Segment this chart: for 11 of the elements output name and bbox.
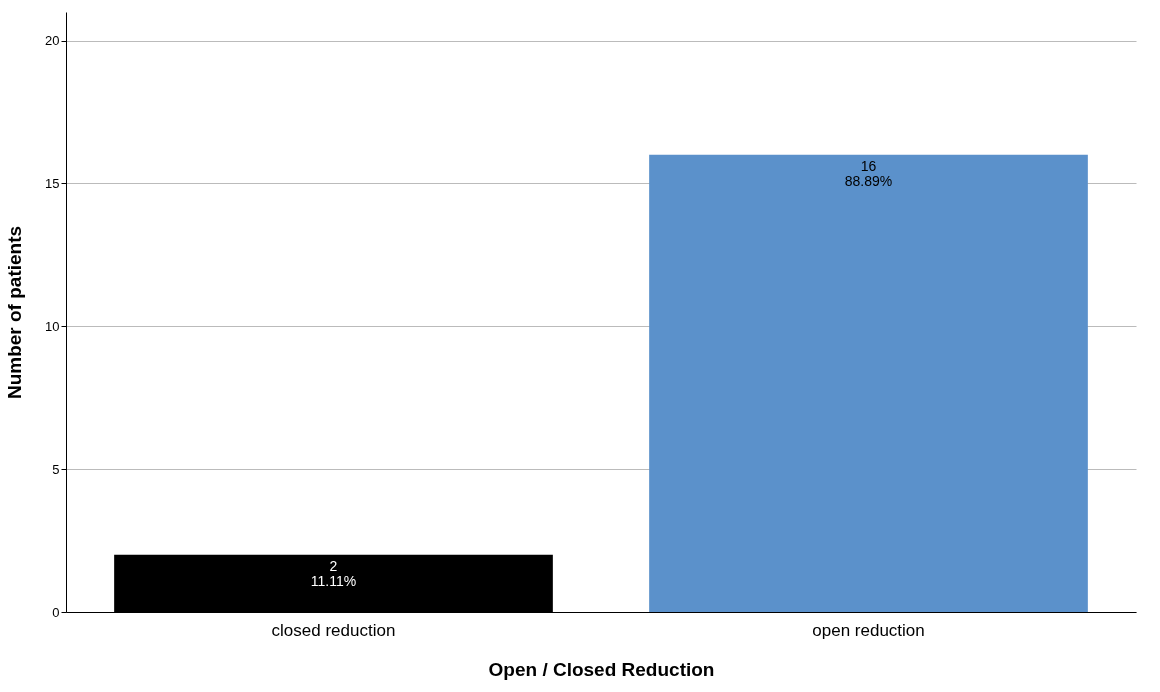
data-label: 2 11.11% <box>310 557 357 589</box>
y-tick-label: 20 <box>45 33 60 49</box>
y-tick-label: 15 <box>45 175 60 191</box>
y-axis-title: Number of patients <box>4 225 26 400</box>
x-axis-title: Open / Closed Reduction <box>488 658 715 680</box>
x-tick-label: closed reduction <box>271 620 396 640</box>
y-tick-label: 10 <box>45 318 60 334</box>
x-tick-label: open reduction <box>812 620 925 640</box>
y-tick-label: 5 <box>52 461 60 477</box>
y-tick-label: 0 <box>52 604 60 620</box>
data-label: 16 88.89% <box>844 157 893 189</box>
